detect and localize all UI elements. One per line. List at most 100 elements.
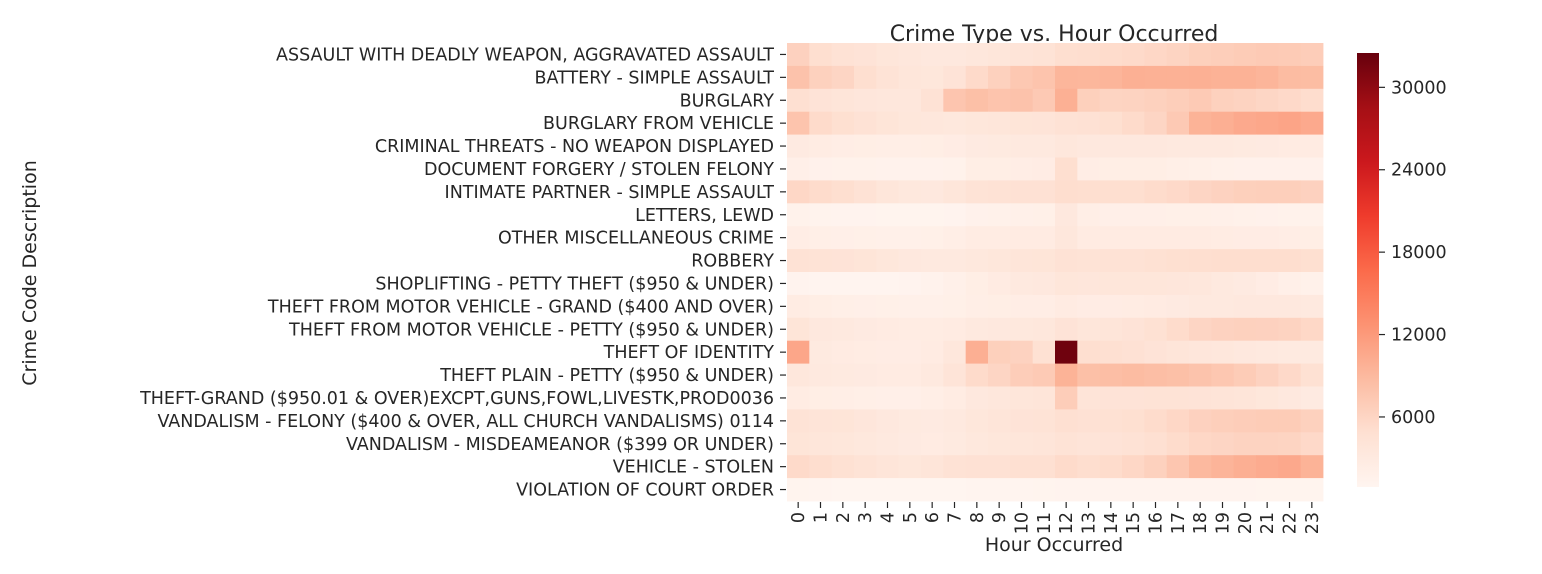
heatmap-cell — [876, 180, 900, 204]
heatmap-cell — [1300, 226, 1324, 250]
heatmap-cell — [1300, 294, 1324, 319]
heatmap-cell — [831, 65, 855, 90]
colorbar-tick-label: 18000 — [1391, 243, 1447, 263]
heatmap-cell — [1055, 294, 1078, 319]
heatmap-cell — [1233, 157, 1257, 181]
heatmap-cell — [1211, 111, 1235, 135]
heatmap-cell — [1010, 272, 1034, 296]
heatmap-cell — [1055, 249, 1078, 273]
heatmap-cell — [1032, 272, 1056, 296]
heatmap-cell — [1077, 294, 1101, 319]
heatmap-cell — [1010, 340, 1034, 364]
heatmap-cell — [1099, 180, 1123, 204]
heatmap-cell — [1055, 409, 1078, 433]
heatmap-cell — [787, 43, 810, 67]
heatmap-cell — [1233, 88, 1257, 113]
x-tick-label: 1 — [812, 512, 832, 523]
heatmap-cell — [921, 157, 944, 181]
heatmap-cell — [854, 249, 877, 273]
y-tick-label: VEHICLE - STOLEN — [613, 458, 774, 478]
heatmap-cell — [831, 478, 855, 502]
x-tick-label: 4 — [879, 512, 899, 523]
x-tick-label: 9 — [990, 512, 1010, 523]
heatmap-cell — [1189, 432, 1212, 456]
heatmap-cell — [1010, 478, 1034, 502]
heatmap-cell — [898, 249, 922, 273]
heatmap-cell — [921, 65, 944, 90]
heatmap-cell — [898, 134, 922, 158]
heatmap-cell — [1256, 249, 1279, 273]
heatmap-cell — [1144, 478, 1168, 502]
heatmap-cell — [1256, 272, 1279, 296]
heatmap-cell — [898, 386, 922, 410]
heatmap-cell — [1278, 455, 1302, 479]
heatmap-cell — [1211, 478, 1235, 502]
heatmap-cell — [1233, 294, 1257, 319]
heatmap-cell — [787, 363, 810, 387]
heatmap-cell — [809, 203, 833, 227]
heatmap-cell — [921, 386, 944, 410]
heatmap-cell — [854, 180, 877, 204]
heatmap-cell — [1189, 340, 1212, 364]
heatmap-cell — [1099, 134, 1123, 158]
heatmap-cell — [965, 65, 989, 90]
heatmap-cell — [1211, 157, 1235, 181]
heatmap-cell — [854, 134, 877, 158]
heatmap-cell — [1256, 203, 1279, 227]
x-tick-label: 10 — [1013, 512, 1033, 534]
colorbar-gradient — [1357, 53, 1379, 487]
heatmap-cell — [1166, 386, 1190, 410]
heatmap-cell — [876, 43, 900, 67]
heatmap-cell — [1278, 478, 1302, 502]
heatmap-cell — [787, 386, 810, 410]
heatmap-cell — [1032, 294, 1056, 319]
y-tick-label: LETTERS, LEWD — [635, 206, 774, 226]
heatmap-cell — [1166, 134, 1190, 158]
heatmap-cell — [1233, 455, 1257, 479]
heatmap-cell — [1256, 134, 1279, 158]
x-tick-label: 7 — [946, 512, 966, 523]
heatmap-cell — [898, 157, 922, 181]
heatmap-cell — [1122, 409, 1145, 433]
heatmap-cell — [1189, 226, 1212, 250]
heatmap-cell — [876, 157, 900, 181]
heatmap-cell — [787, 65, 810, 90]
heatmap-cell — [831, 157, 855, 181]
heatmap-cell — [1211, 134, 1235, 158]
heatmap-cell — [1077, 409, 1101, 433]
heatmap-cell — [1010, 386, 1034, 410]
heatmap-cell — [1055, 88, 1078, 113]
heatmap-cell — [787, 272, 810, 296]
heatmap-cell — [1300, 340, 1324, 364]
heatmap-cell — [988, 226, 1011, 250]
heatmap-cell — [1278, 180, 1302, 204]
heatmap-cell — [988, 340, 1011, 364]
heatmap-cell — [787, 111, 810, 135]
heatmap-cell — [965, 340, 989, 364]
x-tick-label: 23 — [1303, 512, 1323, 534]
heatmap-cell — [988, 157, 1011, 181]
heatmap-cell — [1122, 386, 1145, 410]
heatmap-cell — [854, 455, 877, 479]
heatmap-cell — [1010, 317, 1034, 342]
heatmap-cell — [1166, 226, 1190, 250]
heatmap-cell — [1211, 43, 1235, 67]
heatmap-cell — [921, 340, 944, 364]
heatmap-cell — [1077, 386, 1101, 410]
heatmap-cell — [1077, 249, 1101, 273]
heatmap-cell — [1278, 226, 1302, 250]
heatmap-cell — [876, 340, 900, 364]
heatmap-cell — [1099, 203, 1123, 227]
heatmap-cell — [1166, 43, 1190, 67]
heatmap-cell — [898, 43, 922, 67]
heatmap-cell — [1211, 432, 1235, 456]
heatmap-cell — [988, 111, 1011, 135]
heatmap-cell — [876, 203, 900, 227]
heatmap-cell — [1032, 43, 1056, 67]
heatmap-cell — [988, 180, 1011, 204]
heatmap-cell — [809, 340, 833, 364]
heatmap-cell — [1122, 134, 1145, 158]
heatmap-cell — [809, 272, 833, 296]
heatmap-cell — [854, 363, 877, 387]
heatmap-cell — [1144, 134, 1168, 158]
